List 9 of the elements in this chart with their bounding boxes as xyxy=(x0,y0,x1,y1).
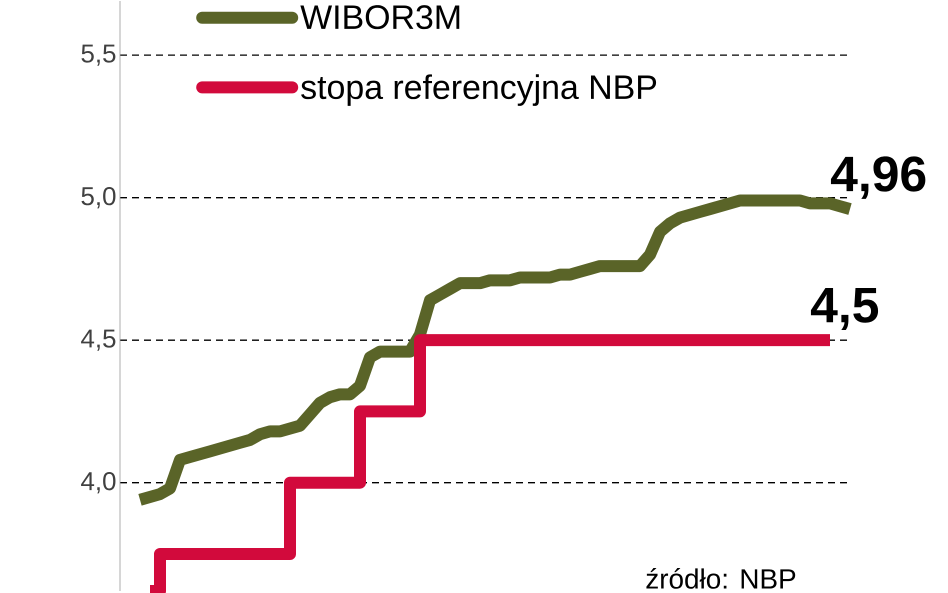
data-label: 4,5 xyxy=(810,288,878,330)
y-tick-label: 5,5 xyxy=(82,44,116,66)
legend-label: WIBOR3M xyxy=(300,5,460,30)
legend-label: stopa referencyjna NBP xyxy=(301,74,656,106)
annotation: źródło: NBP xyxy=(646,568,796,589)
data-label: 4,96 xyxy=(830,156,926,199)
y-tick-label: 4,0 xyxy=(81,472,116,494)
y-tick-label: 5,0 xyxy=(82,186,116,208)
y-tick-label: 4,5 xyxy=(81,330,116,351)
